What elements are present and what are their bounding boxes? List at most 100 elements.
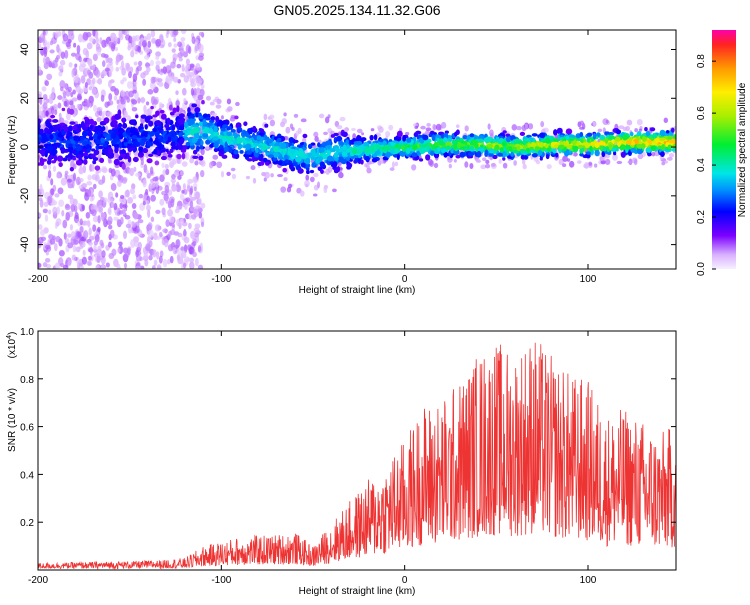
heatmap-cell [88,227,92,236]
heatmap-cell [236,128,241,134]
heatmap-cell [67,260,72,267]
heatmap-cell [135,265,142,269]
heatmap-cell [568,137,575,142]
spectrogram-y-label: Frequency (Hz) [7,116,18,185]
heatmap-cell [201,100,205,105]
heatmap-cell [142,196,147,202]
heatmap-cell [645,141,649,147]
heatmap-cell [50,178,54,186]
heatmap-cell [341,131,348,138]
heatmap-cell [253,134,258,141]
heatmap-cell [190,230,196,240]
heatmap-cell [393,136,398,141]
heatmap-cell [150,76,156,84]
heatmap-cell [267,138,274,144]
heatmap-cell [310,156,316,161]
heatmap-cell [492,138,496,144]
heatmap-cell [471,139,478,146]
heatmap-cell [75,76,79,84]
heatmap-cell [120,89,125,98]
heatmap-cell [346,162,353,169]
heatmap-cell [143,250,149,259]
heatmap-cell [132,156,139,163]
heatmap-cell [108,70,113,78]
heatmap-cell [193,186,197,192]
heatmap-cell [454,131,458,137]
heatmap-cell [98,206,103,213]
heatmap-cell [119,153,126,158]
heatmap-cell [113,158,120,166]
heatmap-cell [399,140,404,145]
heatmap-cell [88,135,94,141]
heatmap-cell [121,67,127,76]
heatmap-cell [152,114,158,118]
heatmap-cell [618,125,625,130]
heatmap-cell [183,75,189,83]
heatmap-cell [126,62,130,70]
heatmap-cell [100,71,106,78]
heatmap-cell [220,115,224,120]
spectrogram-y-ticks: -40 -20 0 20 40 [19,43,676,253]
heatmap-cell [177,232,183,238]
heatmap-cell [82,47,89,56]
heatmap-cell [216,98,222,105]
heatmap-cell [588,161,593,166]
heatmap-cell [194,107,201,113]
heatmap-cell [47,145,54,151]
heatmap-cell [291,126,295,131]
heatmap-cell [110,132,117,139]
heatmap-cell [572,145,579,151]
heatmap-cell [208,161,214,169]
heatmap-cell [305,162,311,168]
heatmap-cell [305,174,310,181]
heatmap-cell [180,30,187,35]
heatmap-cell [129,119,136,125]
heatmap-cell [394,161,399,167]
heatmap-cell [39,97,43,105]
heatmap-cell [103,140,109,145]
heatmap-cell [171,136,176,142]
heatmap-cell [49,151,53,156]
heatmap-cell [48,233,54,240]
heatmap-cell [198,197,202,206]
heatmap-cell [562,155,568,162]
heatmap-cell [564,149,570,156]
heatmap-cell [128,167,135,176]
heatmap-cell [116,180,122,187]
heatmap-cell [545,153,550,160]
heatmap-cell [167,244,174,252]
heatmap-cell [139,139,145,147]
heatmap-cell [108,241,112,248]
heatmap-cell [96,117,102,122]
heatmap-cell [630,140,636,146]
heatmap-cell [86,180,93,186]
heatmap-cell [176,153,182,160]
heatmap-cell [530,143,537,147]
heatmap-cell [412,144,418,151]
heatmap-cell [222,124,229,129]
heatmap-cell [63,100,68,107]
heatmap-cell [42,30,46,36]
colorbar-label: Normalized spectral amplitude [737,82,748,217]
heatmap-cell [252,177,257,184]
heatmap-cell [413,132,419,138]
heatmap-cell [198,115,204,120]
heatmap-cell [242,130,249,135]
heatmap-cell [136,65,142,72]
heatmap-cell [138,152,144,156]
heatmap-cell [447,157,453,163]
heatmap-cell [92,86,97,94]
heatmap-cell [636,118,643,126]
heatmap-cell [540,121,545,128]
heatmap-cell [59,147,66,151]
heatmap-cell [126,129,131,136]
heatmap-cell [181,87,187,96]
heatmap-cell [91,174,98,180]
heatmap-cell [142,78,147,86]
heatmap-cell [245,175,251,180]
heatmap-cell [644,126,648,132]
heatmap-cell [659,129,666,137]
heatmap-cell [150,194,156,202]
heatmap-cell [45,56,50,64]
heatmap-cell [195,191,201,200]
